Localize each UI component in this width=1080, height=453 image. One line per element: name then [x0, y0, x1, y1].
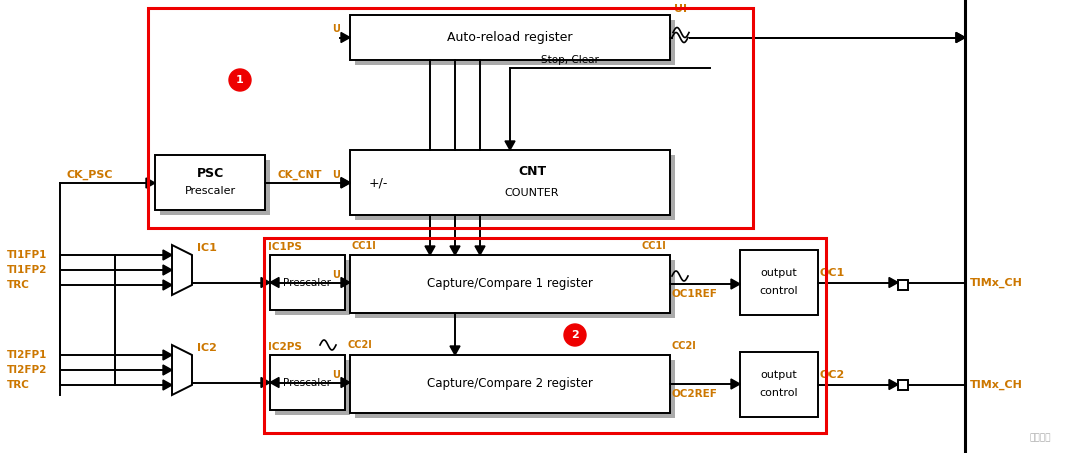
Polygon shape	[450, 246, 460, 255]
Text: output: output	[760, 269, 797, 279]
Circle shape	[229, 69, 251, 91]
Text: OC2REF: OC2REF	[672, 389, 718, 399]
Polygon shape	[270, 377, 279, 387]
Text: U: U	[332, 370, 340, 380]
Text: CC2I: CC2I	[672, 341, 697, 351]
Polygon shape	[163, 380, 172, 390]
Polygon shape	[163, 250, 172, 260]
Polygon shape	[163, 365, 172, 375]
Bar	[275, 360, 350, 415]
Text: OC1: OC1	[820, 268, 846, 278]
Polygon shape	[956, 33, 966, 43]
Text: IC1: IC1	[197, 243, 217, 253]
Polygon shape	[731, 379, 740, 389]
Bar	[350, 150, 670, 215]
Text: Prescaler: Prescaler	[283, 278, 332, 288]
Polygon shape	[475, 246, 485, 255]
Text: CK_PSC: CK_PSC	[67, 170, 113, 180]
Text: control: control	[759, 286, 798, 297]
Text: CNT: CNT	[518, 165, 546, 178]
Polygon shape	[261, 278, 270, 288]
Polygon shape	[261, 377, 270, 387]
Text: PSC: PSC	[197, 167, 224, 180]
Text: TRC: TRC	[6, 280, 30, 290]
Text: +/-: +/-	[368, 176, 388, 189]
Polygon shape	[426, 246, 435, 255]
Text: OC1REF: OC1REF	[672, 289, 718, 299]
Text: Prescaler: Prescaler	[185, 187, 235, 197]
Text: Stop, Clear: Stop, Clear	[541, 55, 599, 65]
Text: TI1FP1: TI1FP1	[6, 250, 48, 260]
Bar	[156, 155, 265, 210]
Text: control: control	[759, 389, 798, 399]
Polygon shape	[956, 33, 966, 43]
Polygon shape	[172, 245, 192, 295]
Polygon shape	[341, 377, 350, 387]
Polygon shape	[341, 278, 350, 288]
Text: CC1I: CC1I	[642, 241, 666, 251]
Polygon shape	[341, 178, 350, 188]
Text: IC1PS: IC1PS	[268, 242, 302, 252]
Text: Capture/Compare 1 register: Capture/Compare 1 register	[427, 278, 593, 290]
Bar	[350, 15, 670, 60]
Bar	[160, 160, 270, 215]
Bar	[270, 255, 345, 310]
Polygon shape	[341, 33, 350, 43]
Text: TI2FP1: TI2FP1	[6, 350, 48, 360]
Text: TIMx_CH: TIMx_CH	[970, 277, 1023, 288]
Polygon shape	[163, 280, 172, 290]
Text: Auto-reload register: Auto-reload register	[447, 31, 572, 44]
Text: COUNTER: COUNTER	[504, 188, 559, 198]
Text: CC2I: CC2I	[347, 340, 372, 350]
Polygon shape	[731, 279, 740, 289]
Polygon shape	[450, 346, 460, 355]
Bar	[740, 250, 818, 315]
Text: IC2PS: IC2PS	[268, 342, 302, 352]
Bar	[355, 260, 675, 318]
Polygon shape	[889, 278, 897, 288]
Text: TI1FP2: TI1FP2	[6, 265, 48, 275]
Polygon shape	[341, 178, 350, 188]
Polygon shape	[172, 345, 192, 395]
Bar	[355, 20, 675, 65]
Bar	[897, 280, 908, 290]
Polygon shape	[163, 350, 172, 360]
Text: U: U	[332, 24, 340, 34]
Bar	[740, 352, 818, 417]
Text: Capture/Compare 2 register: Capture/Compare 2 register	[427, 377, 593, 390]
Text: OC2: OC2	[820, 370, 846, 380]
Bar	[264, 238, 826, 433]
Polygon shape	[270, 278, 279, 288]
Polygon shape	[505, 141, 515, 150]
Bar	[275, 260, 350, 315]
Polygon shape	[889, 380, 897, 390]
Text: 创新互联: 创新互联	[1029, 434, 1051, 443]
Bar	[355, 360, 675, 418]
Text: TRC: TRC	[6, 380, 30, 390]
Text: U: U	[332, 270, 340, 280]
Text: 1: 1	[237, 75, 244, 85]
Text: CK_CNT: CK_CNT	[278, 170, 322, 180]
Polygon shape	[163, 265, 172, 275]
Text: IC2: IC2	[197, 343, 217, 353]
Bar	[350, 355, 670, 413]
Text: TIMx_CH: TIMx_CH	[970, 379, 1023, 390]
Bar	[148, 8, 753, 228]
Bar	[355, 155, 675, 220]
Bar	[897, 380, 908, 390]
Bar	[270, 355, 345, 410]
Text: TI2FP2: TI2FP2	[6, 365, 48, 375]
Circle shape	[564, 324, 586, 346]
Bar	[350, 255, 670, 313]
Text: Prescaler: Prescaler	[283, 377, 332, 387]
Text: U: U	[332, 169, 340, 179]
Text: 2: 2	[571, 330, 579, 340]
Polygon shape	[146, 178, 156, 188]
Text: UI: UI	[674, 4, 687, 14]
Text: output: output	[760, 371, 797, 381]
Text: CC1I: CC1I	[352, 241, 377, 251]
